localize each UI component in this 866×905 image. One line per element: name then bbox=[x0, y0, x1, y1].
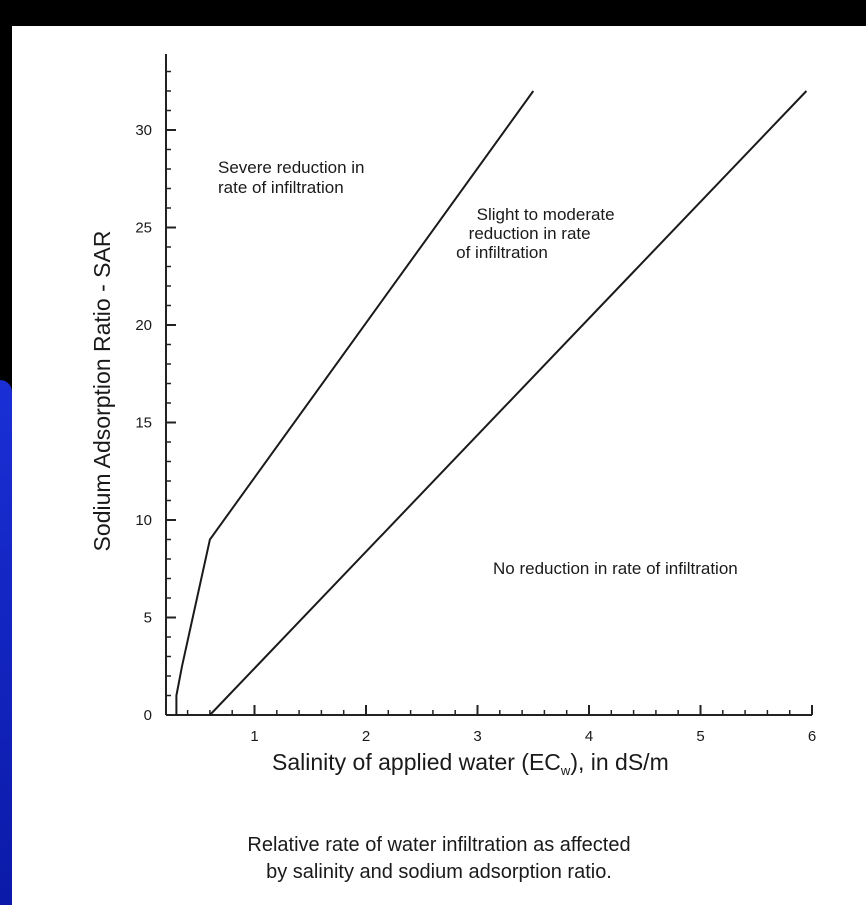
annotation-no-reduction: No reduction in rate of infiltration bbox=[493, 559, 738, 578]
y-tick-label: 0 bbox=[144, 707, 152, 724]
y-axis-label: Sodium Adsorption Ratio - SAR bbox=[89, 231, 115, 552]
y-tick-label: 20 bbox=[135, 317, 152, 334]
x-tick-label: 6 bbox=[808, 728, 816, 745]
x-axis-label: Salinity of applied water (ECw), in dS/m bbox=[272, 749, 669, 778]
x-tick-group: 1 2 3 4 5 6 bbox=[250, 705, 816, 745]
annotation-slight-moderate: Slight to moderate reduction in rate of … bbox=[456, 205, 619, 262]
figure-caption-line-1: Relative rate of water infiltration as a… bbox=[247, 834, 631, 856]
slight-moderate-boundary-line bbox=[209, 90, 808, 716]
y-tick-label: 10 bbox=[135, 512, 152, 529]
y-tick-label: 25 bbox=[135, 220, 152, 237]
severe-boundary-line bbox=[175, 90, 535, 715]
y-tick-label: 5 bbox=[144, 610, 152, 627]
x-tick-label: 5 bbox=[696, 728, 704, 745]
x-tick-label: 2 bbox=[362, 728, 370, 745]
y-minor-ticks bbox=[166, 70, 171, 697]
y-tick-group: 0 5 10 15 20 25 30 bbox=[135, 122, 176, 724]
figure-panel: 1 2 3 4 5 6 0 5 10 15 20 25 30 Salinity of applied … bbox=[12, 26, 866, 905]
x-tick-label: 3 bbox=[473, 728, 481, 745]
series-group bbox=[175, 90, 808, 716]
y-tick-label: 30 bbox=[135, 122, 152, 139]
x-tick-label: 4 bbox=[585, 728, 593, 745]
x-minor-ticks bbox=[186, 710, 791, 715]
slide-accent-bar bbox=[0, 380, 12, 905]
annotation-severe: Severe reduction in rate of infiltration bbox=[218, 158, 369, 197]
x-tick-label: 1 bbox=[250, 728, 258, 745]
figure-caption-line-2: by salinity and sodium adsorption ratio. bbox=[266, 861, 612, 883]
y-tick-label: 15 bbox=[135, 415, 152, 432]
infiltration-chart: 1 2 3 4 5 6 0 5 10 15 20 25 30 Salinity of applied … bbox=[89, 54, 816, 778]
